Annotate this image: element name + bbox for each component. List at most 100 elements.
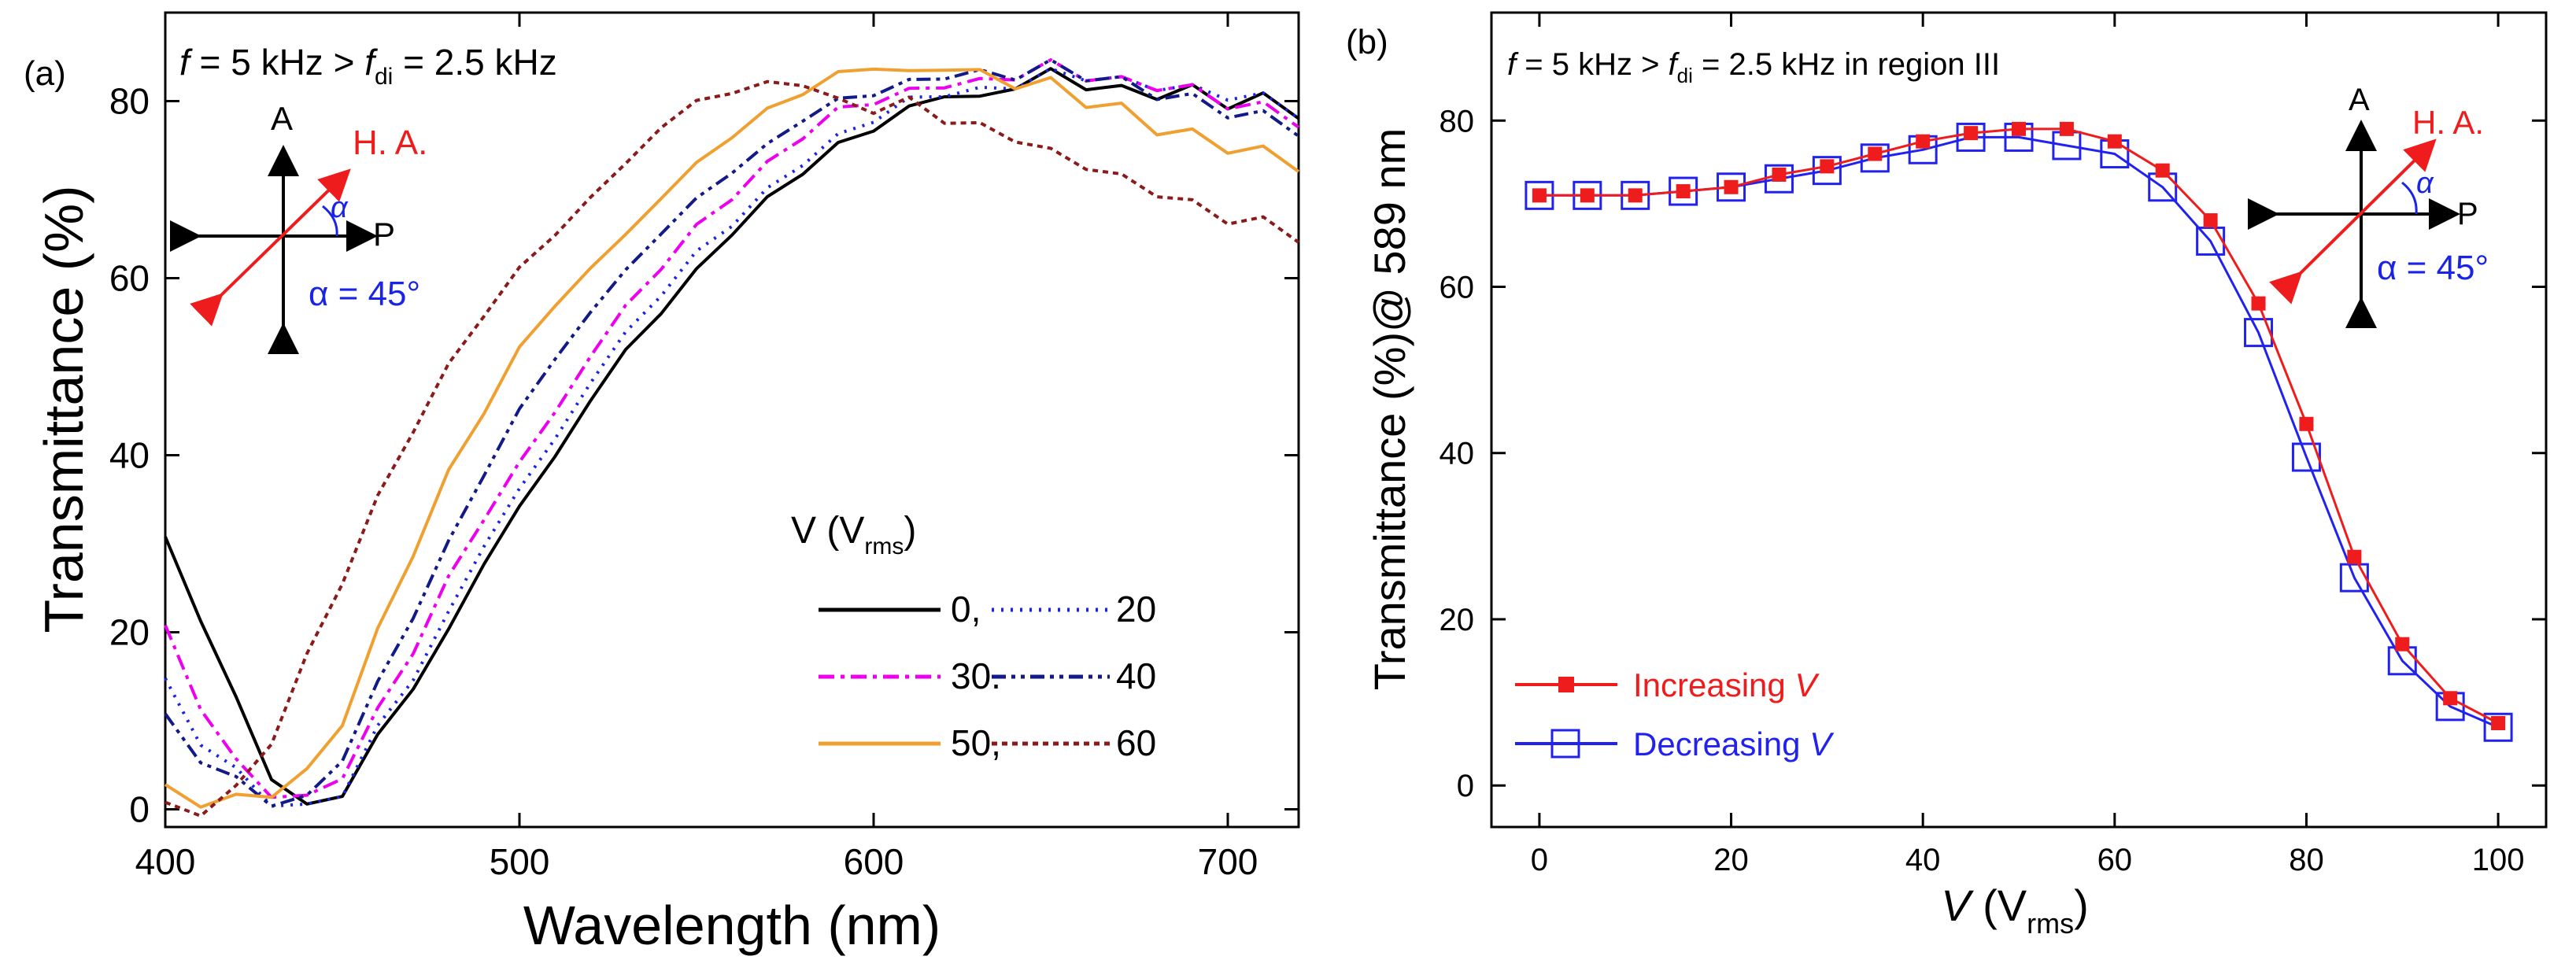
panel-b-alpha-arc (2401, 181, 2418, 215)
legend-b-decreasing-marker (1550, 729, 1580, 759)
panel-a-legend: V (Vrms) 0, 20 30. 40 50, 60 (791, 510, 1156, 763)
legend-b-decreasing-v: V (1809, 725, 1835, 762)
panel-b-legend: Increasing V Decreasing V (1515, 666, 1835, 762)
series-decreasing-line (1539, 135, 2499, 729)
panel-a-xtick-label: 600 (844, 841, 904, 882)
legend-b-decreasing-text: Decreasing (1633, 725, 1809, 762)
panel-a-legend-title-sub: rms (864, 533, 904, 559)
panel-a-condition-sub: di (375, 64, 393, 90)
panel-a-condition-value: = 2.5 kHz (393, 42, 556, 83)
panel-b-xlabel-sub: rms (2027, 907, 2074, 940)
panel-a-alpha-arc (322, 205, 338, 237)
point-increasing (2347, 549, 2362, 564)
panel-b-xtick-label: 100 (2472, 843, 2525, 877)
point-increasing (1772, 167, 1787, 182)
panel-a-ytick-label: 0 (129, 789, 150, 830)
panel-b-condition-sub: di (1677, 64, 1693, 87)
panel-b-condition: f = 5 kHz > fdi = 2.5 kHz in region III (1507, 47, 2000, 87)
point-increasing (1820, 159, 1835, 174)
point-increasing (2491, 715, 2506, 730)
panel-b-inset-p: P (2457, 197, 2478, 231)
panel-b-tick-labels: 0 20 40 60 80 100 0 20 40 60 80 (1440, 104, 2525, 877)
panel-b-series (1525, 121, 2513, 742)
panel-b-xtick-label: 60 (2097, 843, 2133, 877)
panel-b-ytick-label: 0 (1457, 769, 1474, 803)
legend-b-increasing-text: Increasing (1633, 666, 1794, 703)
point-increasing (2395, 637, 2410, 652)
legend-label-3: 40 (1116, 655, 1156, 696)
panel-b-ytick-label: 60 (1440, 271, 1475, 305)
panel-b: (b) 0 20 40 60 80 100 0 20 40 60 80 V (Vrms) Trans… (1346, 11, 2548, 940)
panel-a-ytick-label: 60 (109, 258, 150, 299)
panel-a-legend-title-main: V (V (791, 510, 864, 552)
legend-b-increasing-v: V (1794, 666, 1820, 703)
panel-b-xlabel-close: ) (2074, 881, 2089, 930)
panel-a-inset-a: A (271, 100, 293, 137)
panel-a-xtick-label: 400 (135, 841, 196, 882)
point-decreasing (2291, 442, 2321, 472)
panel-a-xlabel: Wavelength (nm) (523, 895, 941, 956)
panel-a-inset-alpha: α (331, 191, 349, 224)
panel-a-ticks (164, 13, 1299, 827)
legend-label-0: 0, (951, 589, 981, 629)
panel-b-inset-alpha-value: α = 45° (2377, 249, 2489, 287)
panel-a-polarizer-inset: A P H. A. α α = 45° (170, 100, 427, 354)
point-decreasing (1812, 156, 1842, 186)
panel-a-ytick-label: 40 (109, 435, 150, 476)
legend-b-increasing-marker (1558, 677, 1574, 692)
legend-b-decreasing-label: Decreasing V (1633, 725, 1835, 762)
panel-a-xtick-label: 500 (490, 841, 550, 882)
panel-a-condition-eq: = 5 kHz > (190, 42, 364, 83)
panel-a-xtick-label: 700 (1198, 841, 1258, 882)
panel-b-ytick-label: 80 (1440, 104, 1475, 138)
point-increasing (2251, 296, 2266, 311)
panel-a-legend-title: V (Vrms) (791, 510, 916, 559)
panel-b-xlabel-v: V (1941, 881, 1974, 930)
panel-b-label: (b) (1346, 23, 1388, 61)
point-decreasing (2483, 712, 2513, 742)
legend-label-1: 20 (1116, 589, 1156, 629)
point-increasing (2012, 121, 2026, 136)
point-increasing (2107, 134, 2122, 149)
panel-b-xtick-label: 0 (1531, 843, 1548, 877)
point-increasing (1964, 126, 1979, 141)
panel-b-xlabel-rest: (V (1971, 881, 2027, 930)
panel-b-inset-ha: H. A. (2412, 104, 2484, 141)
panel-a-condition-fdi: f (364, 42, 378, 83)
panel-b-xtick-label: 40 (1905, 843, 1941, 877)
panel-a-plot-frame (164, 11, 1300, 829)
panel-b-inset-a: A (2349, 83, 2370, 117)
panel-b-ticks (1491, 13, 2546, 827)
point-increasing (2443, 691, 2458, 706)
legend-b-increasing-label: Increasing V (1633, 666, 1820, 703)
point-increasing (1580, 188, 1595, 203)
panel-a-ylabel: Transmittance (%) (33, 185, 94, 633)
panel-b-ytick-label: 40 (1440, 437, 1475, 471)
series-30-vrms-line (164, 58, 1300, 799)
point-increasing (1868, 146, 1883, 161)
panel-b-xlabel: V (Vrms) (1941, 881, 2089, 940)
point-decreasing (2244, 318, 2274, 348)
panel-a-legend-title-close: ) (904, 510, 916, 552)
series-50-vrms-line (164, 67, 1300, 809)
panel-a-inset-alpha-value: α = 45° (309, 275, 420, 313)
point-increasing (2203, 213, 2218, 228)
panel-a-tick-labels: 400 500 600 700 0 20 40 60 80 (109, 81, 1258, 883)
panel-a-ytick-label: 80 (109, 81, 150, 122)
panel-b-ha-arrow (2269, 138, 2437, 305)
point-increasing (1724, 179, 1739, 194)
panel-a-series (164, 58, 1300, 818)
panel-b-inset-alpha: α (2416, 167, 2434, 200)
point-increasing (1532, 188, 1547, 203)
point-increasing (1628, 188, 1643, 203)
panel-b-polarizer-inset: A P H. A. α α = 45° (2248, 83, 2489, 328)
point-increasing (2155, 163, 2170, 178)
point-decreasing (1956, 122, 1986, 152)
point-increasing (1916, 134, 1931, 149)
panel-b-ytick-label: 20 (1440, 603, 1475, 637)
panel-a-condition-f: f (179, 42, 193, 83)
panel-a-ytick-label: 20 (109, 612, 150, 653)
point-increasing (1676, 184, 1691, 199)
panel-a-inset-p: P (373, 216, 395, 253)
